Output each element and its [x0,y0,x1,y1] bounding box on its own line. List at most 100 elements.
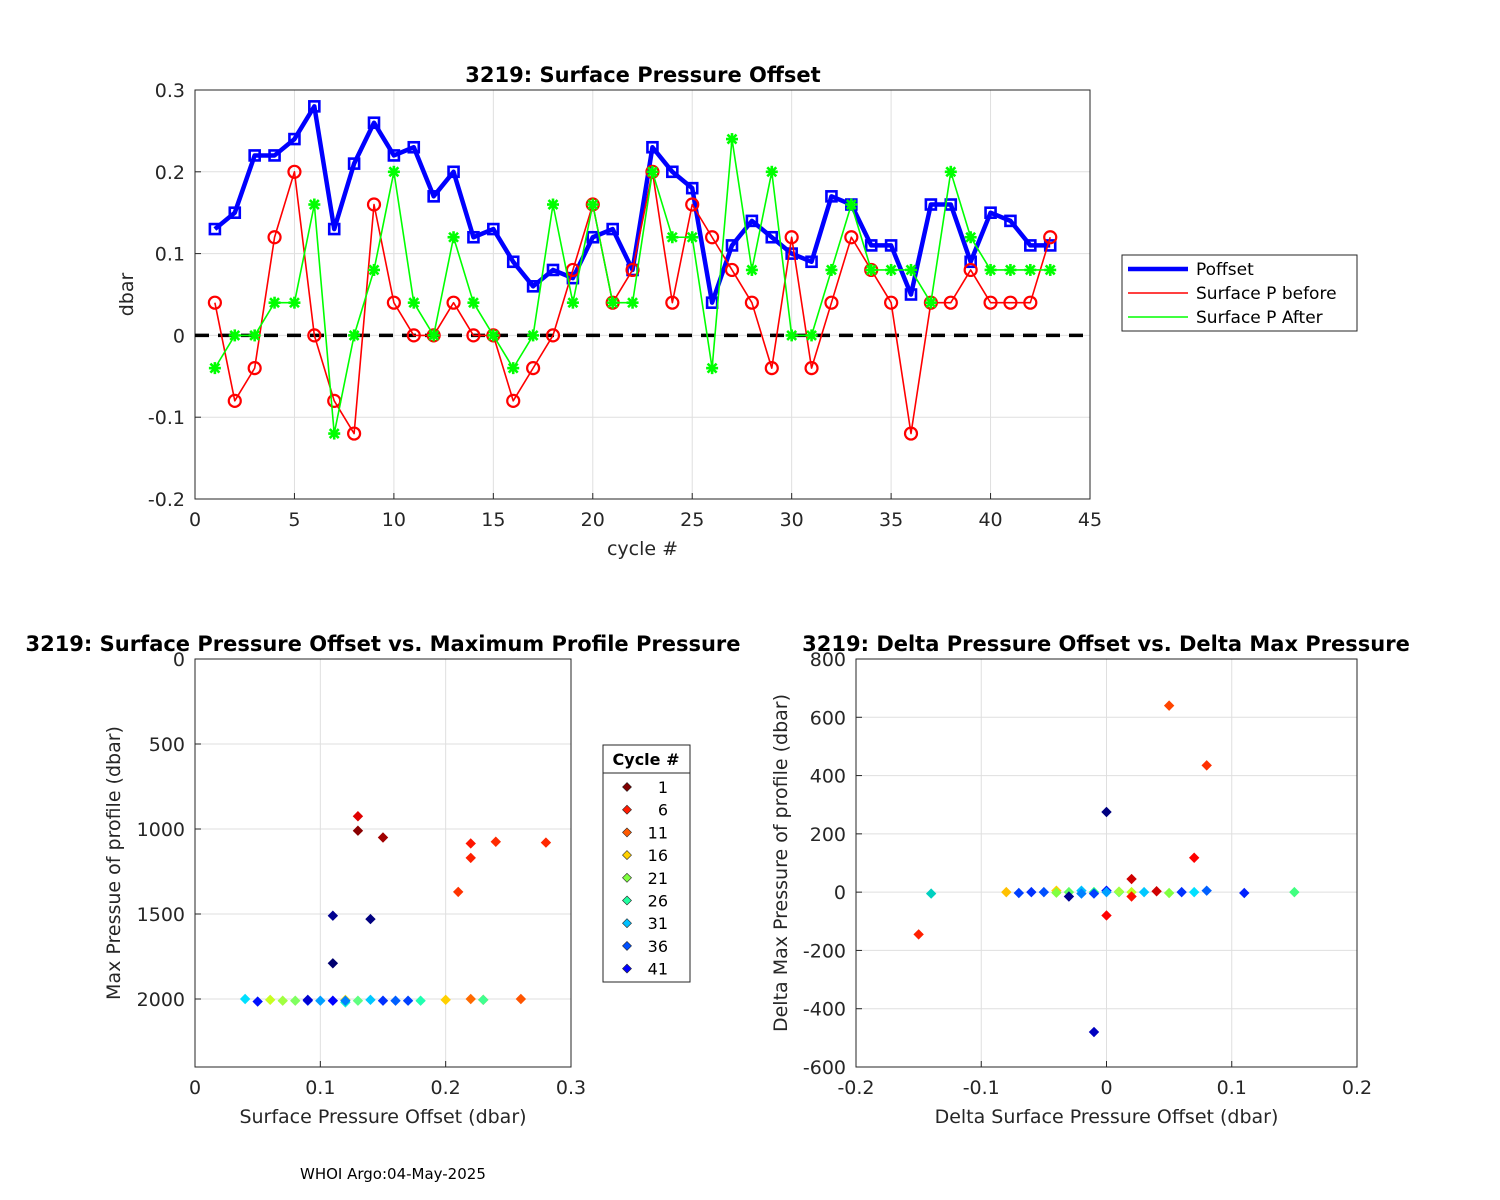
data-point [824,295,839,310]
data-point [506,393,521,408]
scatter-point [1188,852,1200,863]
data-point [527,329,540,342]
data-point [487,329,500,342]
data-point [884,295,899,310]
scatter-point [1201,885,1212,896]
y-tick-label: 600 [810,707,846,729]
y-tick-label: 1500 [137,904,185,926]
x-tick-label: 45 [1078,509,1102,531]
data-point [427,190,440,203]
star-stroke [229,329,241,341]
y-tick-label: -400 [803,999,846,1021]
scatter-point [1051,887,1062,898]
legend-marker [622,963,632,974]
data-point [665,295,680,310]
data-point [1024,239,1037,252]
scatter-point [1013,887,1025,899]
y-tick-label: 1000 [137,819,185,841]
data-point [288,296,301,309]
data-point [924,296,937,309]
star-stroke [249,329,261,341]
data-point [845,198,858,211]
scatter-point [1088,1026,1100,1038]
y-axis-label: dbar [116,273,138,317]
data-point [686,231,699,244]
data-point [466,328,481,343]
data-point [804,361,819,376]
star-stroke [666,231,678,243]
y-tick-label: -200 [803,940,846,962]
legend-label: 16 [648,846,668,865]
data-point [606,296,619,309]
data-point [228,206,242,219]
data-point [526,280,540,293]
star-stroke [269,297,280,309]
star-stroke [726,133,738,145]
series-line [214,171,1051,435]
y-tick-label: 2000 [137,989,185,1011]
scatter-point [1001,886,1012,898]
legend-marker [622,895,632,906]
data-point [864,239,878,252]
x-axis-label: Surface Pressure Offset (dbar) [239,1106,526,1128]
scatter-point [465,838,476,849]
scatter-point [465,993,476,1005]
data-point [646,140,659,154]
scatter-point [490,836,502,847]
scatter-point [540,837,552,848]
x-tick-label: 40 [978,509,1002,531]
scatter-point [1188,886,1200,898]
legend-label: 26 [648,892,668,911]
scatter-point [1088,888,1100,899]
x-tick-label: 20 [581,509,605,531]
scatter-point [390,995,401,1006]
y-axis-label: Max Pressue of profile (dbar) [103,726,125,1000]
scatter-point [440,994,451,1006]
scatter-point [1289,886,1300,898]
data-point [706,362,719,375]
star-stroke [627,297,638,309]
scatter-point [515,993,527,1005]
data-point [685,197,700,212]
star-stroke [706,362,718,374]
star-stroke [845,199,857,210]
data-point [964,255,977,269]
data-point [884,239,898,252]
scatter-point [1101,886,1112,898]
data-point [287,164,302,179]
legend-label: Poffset [1196,260,1254,280]
y-tick-label: 0 [834,882,846,904]
data-point [825,263,838,276]
scatter-point [1138,886,1150,898]
data-point [1043,239,1057,252]
scatter-point [925,888,937,899]
data-point [685,181,699,195]
data-point [348,329,361,342]
x-tick-label: 0.2 [1342,1077,1372,1099]
data-point [905,263,917,276]
star-stroke [1024,264,1036,276]
y-tick-label: 200 [810,824,846,846]
scatter-point [1201,760,1212,771]
star-stroke [428,329,440,341]
scatter-point [327,995,339,1006]
star-stroke [905,264,917,276]
x-tick-label: 0 [189,509,201,531]
data-point [566,296,579,309]
star-stroke [308,199,320,210]
star-stroke [547,199,559,210]
data-point [744,295,759,310]
data-point [446,295,461,310]
data-point [387,165,400,178]
y-tick-label: -0.1 [148,407,185,429]
data-point [765,230,779,244]
scatter-offset-vs-max: 0 0.1 0.2 0.3 0 500 1000 1500 2000 3219: Surface … [25,632,740,1128]
x-tick-label: 0.1 [1217,1077,1247,1099]
scatter-point [377,832,389,843]
data-point [984,206,997,219]
scatter-point [302,994,314,1006]
data-point [546,263,560,277]
data-point [765,165,778,178]
star-stroke [686,231,698,243]
data-point [1004,263,1017,276]
